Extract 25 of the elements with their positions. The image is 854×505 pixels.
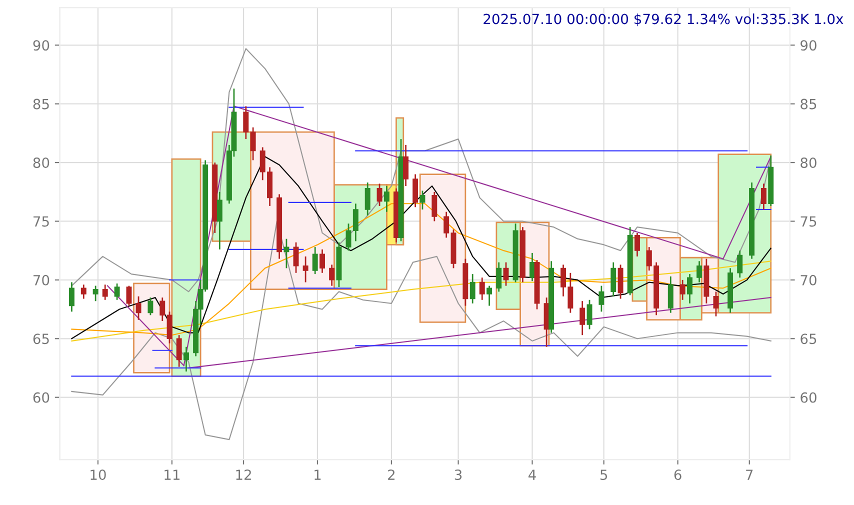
y-tick-label: 85: [33, 98, 49, 110]
x-tick-label: 11: [164, 470, 180, 480]
x-tick-label: 3: [454, 470, 462, 480]
y2-tick-label: 65: [800, 334, 816, 344]
y-tick-label: 75: [34, 216, 49, 227]
x-tick-label: 1: [314, 470, 321, 480]
x-tick-label: 5: [600, 470, 608, 480]
y-tick-label: 60: [33, 392, 50, 403]
y2-tick-label: 85: [800, 98, 816, 110]
y2-tick-label: 80: [800, 158, 816, 168]
y-tick-label: 90: [33, 40, 50, 51]
x-tick-label: 4: [528, 470, 536, 480]
y2-tick-label: 90: [800, 40, 816, 51]
x-tick-label: 2: [388, 470, 394, 480]
y2-tick-label: 70: [800, 274, 816, 286]
y-tick-label: 80: [33, 158, 50, 168]
y-tick-label: 65: [33, 334, 49, 344]
x-tick-label: 6: [674, 470, 682, 480]
chart-title: 2025.07.10 00:00:00 $79.62 1.34% vol:335.3K 1.0x: [484, 13, 844, 26]
y2-tick-label: 75: [800, 216, 816, 227]
x-tick-label: 10: [90, 470, 106, 480]
y2-tick-label: 60: [800, 392, 816, 403]
x-tick-label: 12: [236, 470, 251, 480]
x-tick-label: 7: [746, 470, 753, 480]
y-tick-label: 70: [34, 274, 50, 286]
